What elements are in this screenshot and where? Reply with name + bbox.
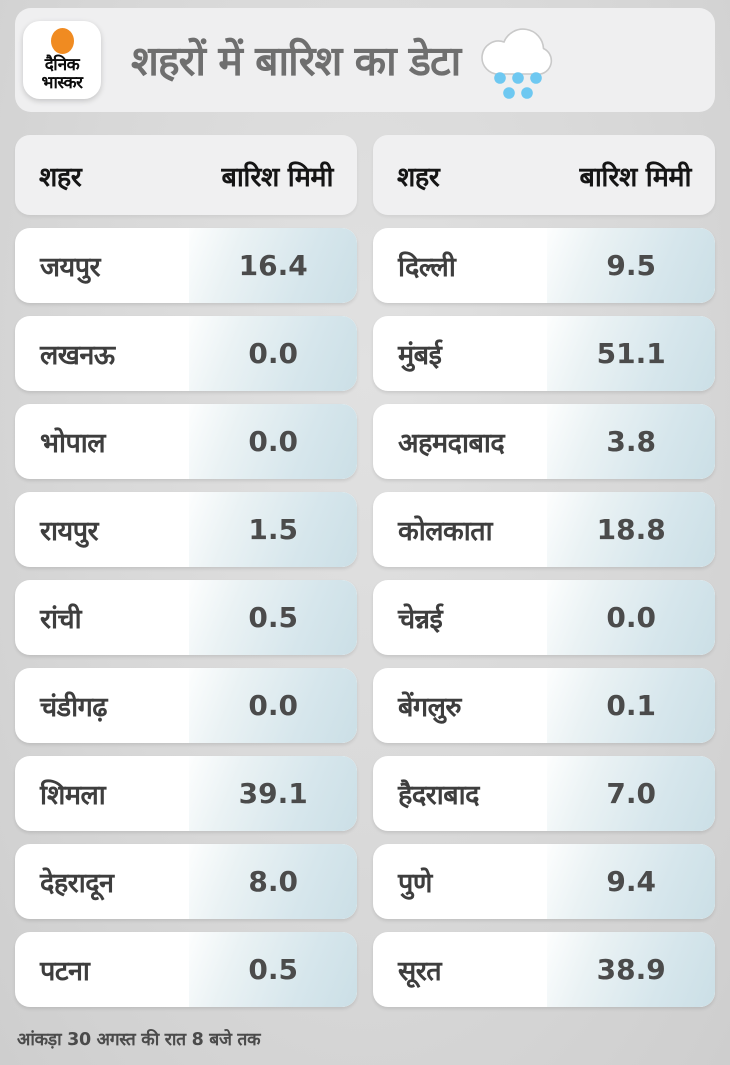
rain-value: 0.0 — [189, 316, 357, 391]
city-name: शिमला — [40, 780, 106, 811]
city-name: लखनऊ — [40, 340, 115, 371]
rain-value: 7.0 — [547, 756, 715, 831]
rain-tables: शहर बारिश मिमी जयपुर 16.4 लखनऊ 0.0 भोपाल… — [15, 135, 715, 1007]
city-name: मुंबई — [398, 340, 442, 371]
data-timestamp-note: आंकड़ा 30 अगस्त की रात 8 बजे तक — [17, 1030, 261, 1050]
city-name: पटना — [40, 956, 90, 987]
rain-value: 18.8 — [547, 492, 715, 567]
table-row: पटना 0.5 — [15, 932, 357, 1007]
table-rows: दिल्ली 9.5 मुंबई 51.1 अहमदाबाद 3.8 कोलका… — [373, 228, 715, 1007]
rain-value: 0.0 — [189, 404, 357, 479]
rain-value: 8.0 — [189, 844, 357, 919]
rain-value: 3.8 — [547, 404, 715, 479]
header: दैनिक भास्कर शहरों में बारिश का डेटा — [15, 8, 715, 112]
city-name: रांची — [40, 604, 82, 635]
table-header: शहर बारिश मिमी — [15, 135, 357, 215]
logo-sun-dot — [50, 27, 74, 54]
table-row: चंडीगढ़ 0.0 — [15, 668, 357, 743]
rain-value: 9.4 — [547, 844, 715, 919]
city-name: बेंगलुरु — [398, 692, 462, 723]
table-row: रायपुर 1.5 — [15, 492, 357, 567]
table-row: मुंबई 51.1 — [373, 316, 715, 391]
table-row: सूरत 38.9 — [373, 932, 715, 1007]
column-header-rain: बारिश मिमी — [579, 161, 692, 193]
logo-text-line2: भास्कर — [41, 72, 83, 93]
logo-text-line1: दैनिक — [44, 54, 80, 75]
table-row: पुणे 9.4 — [373, 844, 715, 919]
rain-value: 0.0 — [189, 668, 357, 743]
city-name: चेन्नई — [398, 604, 443, 635]
rain-value: 0.1 — [547, 668, 715, 743]
rain-value: 39.1 — [189, 756, 357, 831]
table-row: चेन्नई 0.0 — [373, 580, 715, 655]
city-name: चंडीगढ़ — [40, 692, 108, 723]
page-title: शहरों में बारिश का डेटा — [131, 37, 461, 85]
snow-cloud-icon — [481, 28, 553, 99]
table-row: बेंगलुरु 0.1 — [373, 668, 715, 743]
city-name: दिल्ली — [398, 252, 456, 283]
dainik-bhaskar-logo: दैनिक भास्कर — [23, 21, 101, 99]
table-row: देहरादून 8.0 — [15, 844, 357, 919]
rain-value: 16.4 — [189, 228, 357, 303]
rain-value: 51.1 — [547, 316, 715, 391]
city-name: रायपुर — [40, 516, 99, 547]
city-name: जयपुर — [40, 252, 101, 283]
column-header-rain: बारिश मिमी — [221, 161, 334, 193]
table-rows: जयपुर 16.4 लखनऊ 0.0 भोपाल 0.0 रायपुर 1.5… — [15, 228, 357, 1007]
rain-value: 9.5 — [547, 228, 715, 303]
city-name: भोपाल — [40, 428, 106, 459]
city-name: हैदराबाद — [398, 780, 479, 811]
table-row: जयपुर 16.4 — [15, 228, 357, 303]
table-row: भोपाल 0.0 — [15, 404, 357, 479]
table-row: लखनऊ 0.0 — [15, 316, 357, 391]
rain-value: 38.9 — [547, 932, 715, 1007]
rain-value: 1.5 — [189, 492, 357, 567]
table-row: दिल्ली 9.5 — [373, 228, 715, 303]
rain-table-left: शहर बारिश मिमी जयपुर 16.4 लखनऊ 0.0 भोपाल… — [15, 135, 357, 1007]
city-name: पुणे — [398, 868, 432, 899]
table-header: शहर बारिश मिमी — [373, 135, 715, 215]
rain-value: 0.5 — [189, 580, 357, 655]
table-row: अहमदाबाद 3.8 — [373, 404, 715, 479]
table-row: रांची 0.5 — [15, 580, 357, 655]
table-row: हैदराबाद 7.0 — [373, 756, 715, 831]
column-header-city: शहर — [39, 161, 82, 193]
rain-value: 0.5 — [189, 932, 357, 1007]
city-name: कोलकाता — [398, 516, 493, 547]
column-header-city: शहर — [397, 161, 440, 193]
rain-table-right: शहर बारिश मिमी दिल्ली 9.5 मुंबई 51.1 अहम… — [373, 135, 715, 1007]
city-name: देहरादून — [40, 868, 114, 899]
city-name: सूरत — [398, 956, 442, 987]
table-row: कोलकाता 18.8 — [373, 492, 715, 567]
city-name: अहमदाबाद — [398, 428, 505, 459]
rain-value: 0.0 — [547, 580, 715, 655]
table-row: शिमला 39.1 — [15, 756, 357, 831]
